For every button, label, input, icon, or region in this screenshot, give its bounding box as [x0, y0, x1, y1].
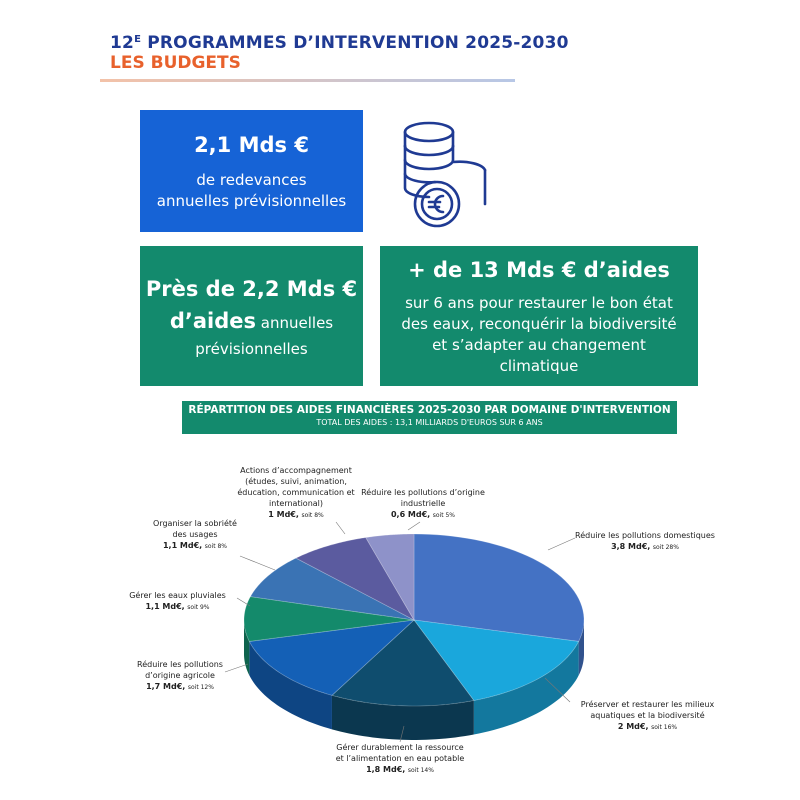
aides-total-line1: sur 6 ans pour restaurer le bon état [405, 294, 673, 312]
page-title: 12E PROGRAMMES D’INTERVENTION 2025-2030 [110, 33, 569, 53]
title-divider [100, 79, 515, 82]
aides-total-line4: climatique [499, 357, 579, 375]
pie-side-4 [244, 620, 250, 676]
leader-line-5 [239, 555, 276, 571]
pie-side-1 [473, 641, 579, 735]
pie-slice-7 [365, 533, 415, 622]
leader-line-3 [224, 663, 249, 673]
aides-annuelles-amount: Près de 2,2 Mds € [145, 276, 358, 301]
pie-slice-1 [413, 619, 580, 701]
pie-side-3 [249, 641, 332, 730]
aides-annuelles-line2: d’aides annuelles [169, 308, 334, 333]
aides-annuelles-box: Près de 2,2 Mds € d’aides annuelles prév… [140, 246, 363, 386]
pie-slice-6 [295, 537, 416, 622]
chart-title-banner: RÉPARTITION DES AIDES FINANCIÈRES 2025-2… [182, 401, 677, 434]
pie-slice-0 [413, 533, 585, 642]
aides-total-box: + de 13 Mds € d’aides sur 6 ans pour res… [380, 246, 698, 386]
label-domestiques: Réduire les pollutions domestiques 3,8 M… [575, 531, 715, 551]
pie-side-2 [331, 695, 474, 740]
leader-line-2 [399, 725, 405, 743]
label-sobriete: Organiser la sobriété des usages 1,1 Md€… [153, 519, 237, 550]
redevances-amount: 2,1 Mds € [194, 133, 309, 157]
leader-line-1 [544, 677, 571, 703]
label-ressource: Gérer durablement la ressource et l’alim… [335, 743, 465, 774]
aides-total-line3: et s’adapter au changement [432, 336, 646, 354]
label-industrielle: Réduire les pollutions d’origine industr… [361, 488, 485, 519]
leader-line-7 [407, 521, 421, 531]
leader-line-6 [335, 521, 346, 535]
aides-annuelles-line3: prévisionnelles [195, 339, 308, 358]
page-subtitle: LES BUDGETS [110, 53, 241, 73]
euro-coins-icon [403, 121, 487, 228]
pie-chart [224, 521, 585, 743]
chart-subtitle: TOTAL DES AIDES : 13,1 MILLIARDS D'EUROS… [316, 418, 543, 427]
pie-slice-3 [248, 619, 416, 696]
pie-slice-4 [243, 596, 415, 642]
label-pluviales: Gérer les eaux pluviales 1,1 Md€, soit 9… [129, 591, 226, 611]
leader-line-4 [236, 597, 251, 607]
label-accompagnement: Actions d’accompagnement (études, suivi,… [237, 466, 355, 519]
redevances-line2: annuelles prévisionnelles [156, 192, 347, 210]
label-milieux: Préserver et restaurer les milieux aquat… [580, 700, 715, 731]
pie-side-0 [578, 620, 584, 676]
pie-slice-5 [249, 557, 415, 621]
aides-total-line2: des eaux, reconquérir la biodiversité [401, 315, 677, 333]
label-agricole: Réduire les pollutions d’origine agricol… [137, 660, 223, 691]
aides-total-amount: + de 13 Mds € d’aides [408, 258, 670, 282]
leader-line-0 [547, 537, 576, 551]
redevances-line1: de redevances [196, 171, 307, 189]
pie-slice-2 [331, 619, 475, 707]
redevances-box: 2,1 Mds € de redevances annuelles prévis… [140, 110, 363, 232]
chart-title: RÉPARTITION DES AIDES FINANCIÈRES 2025-2… [188, 404, 671, 416]
